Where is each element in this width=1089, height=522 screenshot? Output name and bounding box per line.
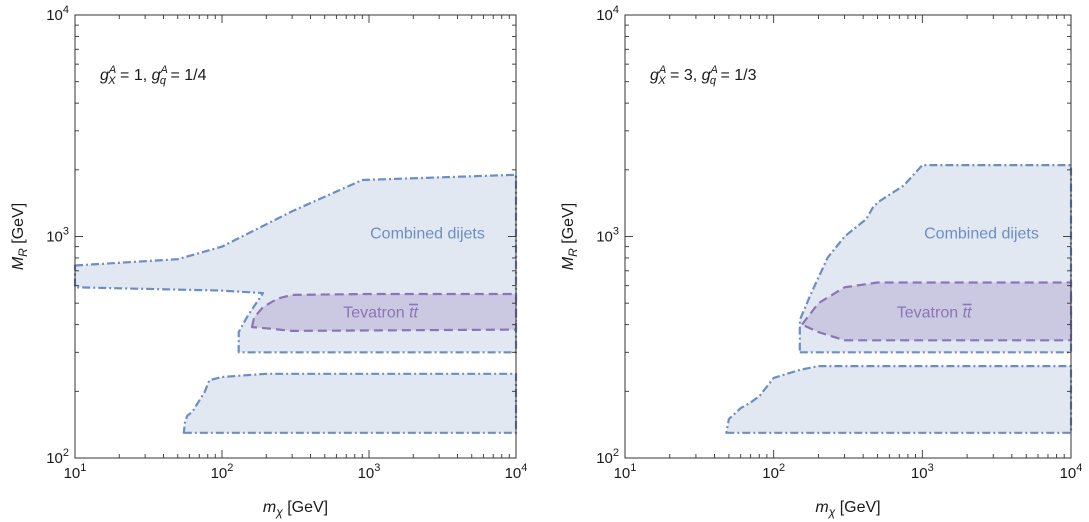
x-tick-label: 101 (614, 462, 637, 482)
tevatron-label: Tevatron tt (897, 305, 972, 322)
dijet-region-1 (182, 372, 518, 434)
x-tick-label: 102 (762, 462, 785, 482)
y-axis-label: MR [GeV] (10, 203, 30, 270)
coupling-annotation: gA X = 1, gA q = 1/4 (100, 64, 207, 87)
x-axis-label: mχ [GeV] (263, 499, 328, 519)
x-axis-label: mχ [GeV] (815, 499, 880, 519)
x-tick-label: 102 (211, 462, 234, 482)
tevatron-region-0 (250, 292, 518, 332)
axis-ticks (74, 14, 517, 459)
dijet-region-1 (725, 365, 1073, 434)
y-tick-label: 104 (46, 4, 69, 24)
y-tick-label: 103 (46, 226, 69, 246)
x-tick-label: 103 (358, 462, 381, 482)
y-tick-label: 103 (596, 226, 619, 246)
tevatron-label: Tevatron tt (343, 305, 418, 322)
x-tick-label: 104 (505, 462, 528, 482)
y-tick-label: 104 (596, 4, 619, 24)
x-tick-label: 103 (911, 462, 934, 482)
coupling-annotation: gA X = 3, gA q = 1/3 (650, 64, 757, 87)
axis-ticks (624, 14, 1072, 459)
y-axis-label: MR [GeV] (560, 203, 580, 270)
x-tick-label: 104 (1060, 462, 1083, 482)
y-tick-label: 102 (596, 447, 619, 467)
y-tick-label: 102 (46, 447, 69, 467)
dijet-label: Combined dijets (370, 225, 485, 242)
dijet-label: Combined dijets (924, 225, 1039, 242)
x-tick-label: 101 (64, 462, 87, 482)
